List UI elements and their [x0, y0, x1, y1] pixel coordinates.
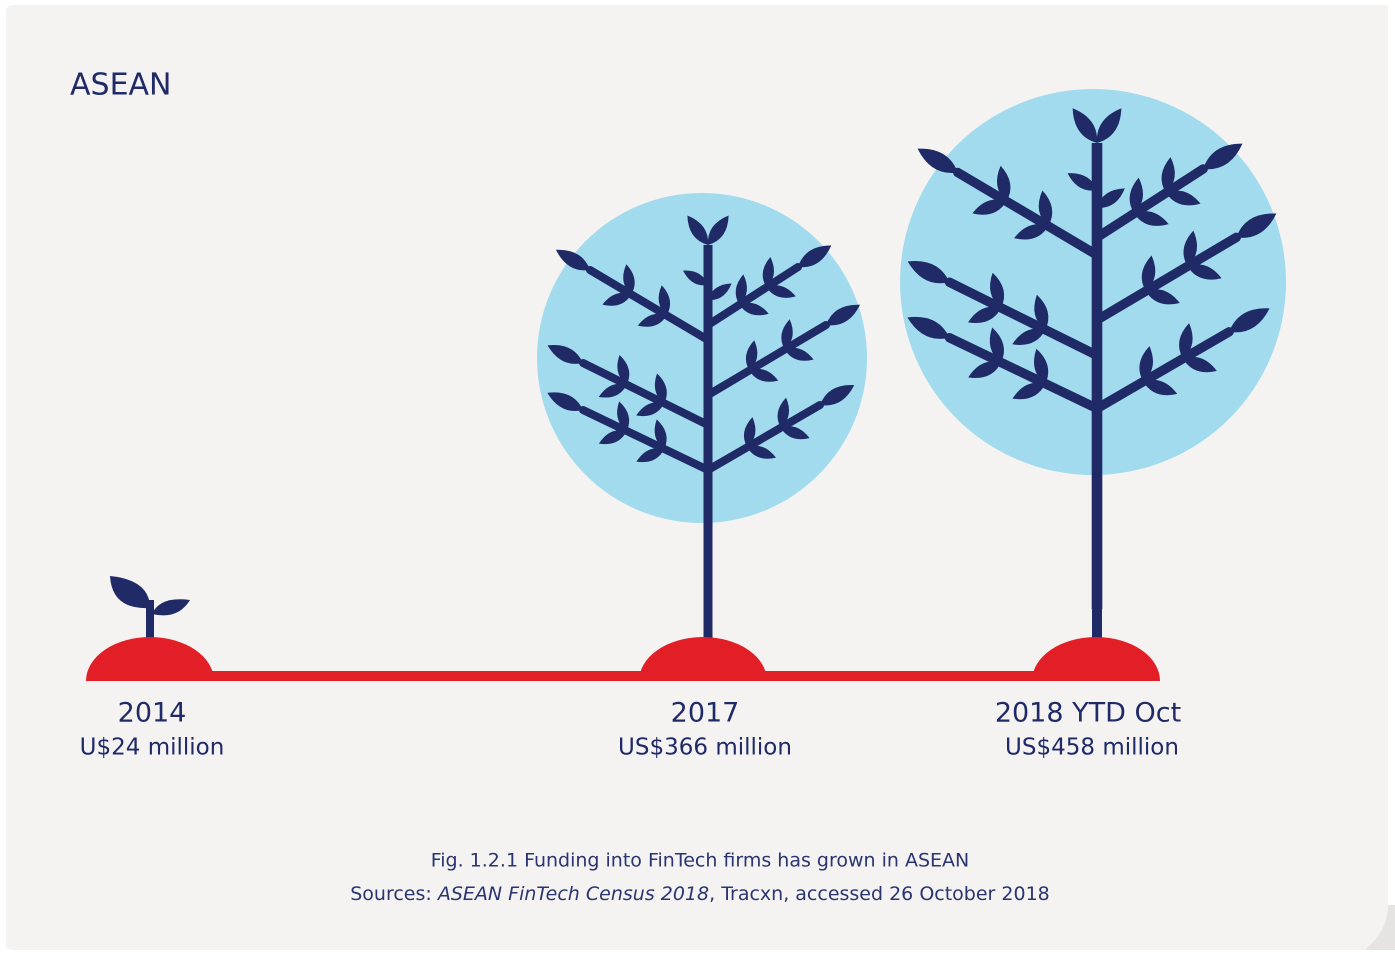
milestone-amount: US$366 million: [618, 735, 792, 761]
sources-suffix: , Tracxn, accessed 26 October 2018: [709, 883, 1050, 905]
caption-figure: Fig. 1.2.1 Funding into FinTech firms ha…: [431, 850, 970, 872]
milestone-amount: U$24 million: [80, 735, 225, 761]
milestone-year: 2014: [118, 698, 187, 729]
milestone-amount: US$458 million: [1005, 735, 1179, 761]
trunk-extension: [1092, 580, 1102, 642]
page: ASEAN 2014 U$24 million 2017 US$366 mill…: [0, 0, 1395, 960]
sources-prefix: Sources:: [350, 883, 432, 905]
title: ASEAN: [70, 68, 171, 103]
sources-title: ASEAN FinTech Census 2018: [436, 883, 709, 905]
milestone-year: 2017: [671, 698, 740, 729]
infographic: ASEAN 2014 U$24 million 2017 US$366 mill…: [0, 0, 1395, 960]
timeline: [150, 671, 1100, 681]
caption-sources: Sources: ASEAN FinTech Census 2018, Trac…: [350, 883, 1050, 905]
milestone-year: 2018 YTD Oct: [995, 698, 1181, 729]
